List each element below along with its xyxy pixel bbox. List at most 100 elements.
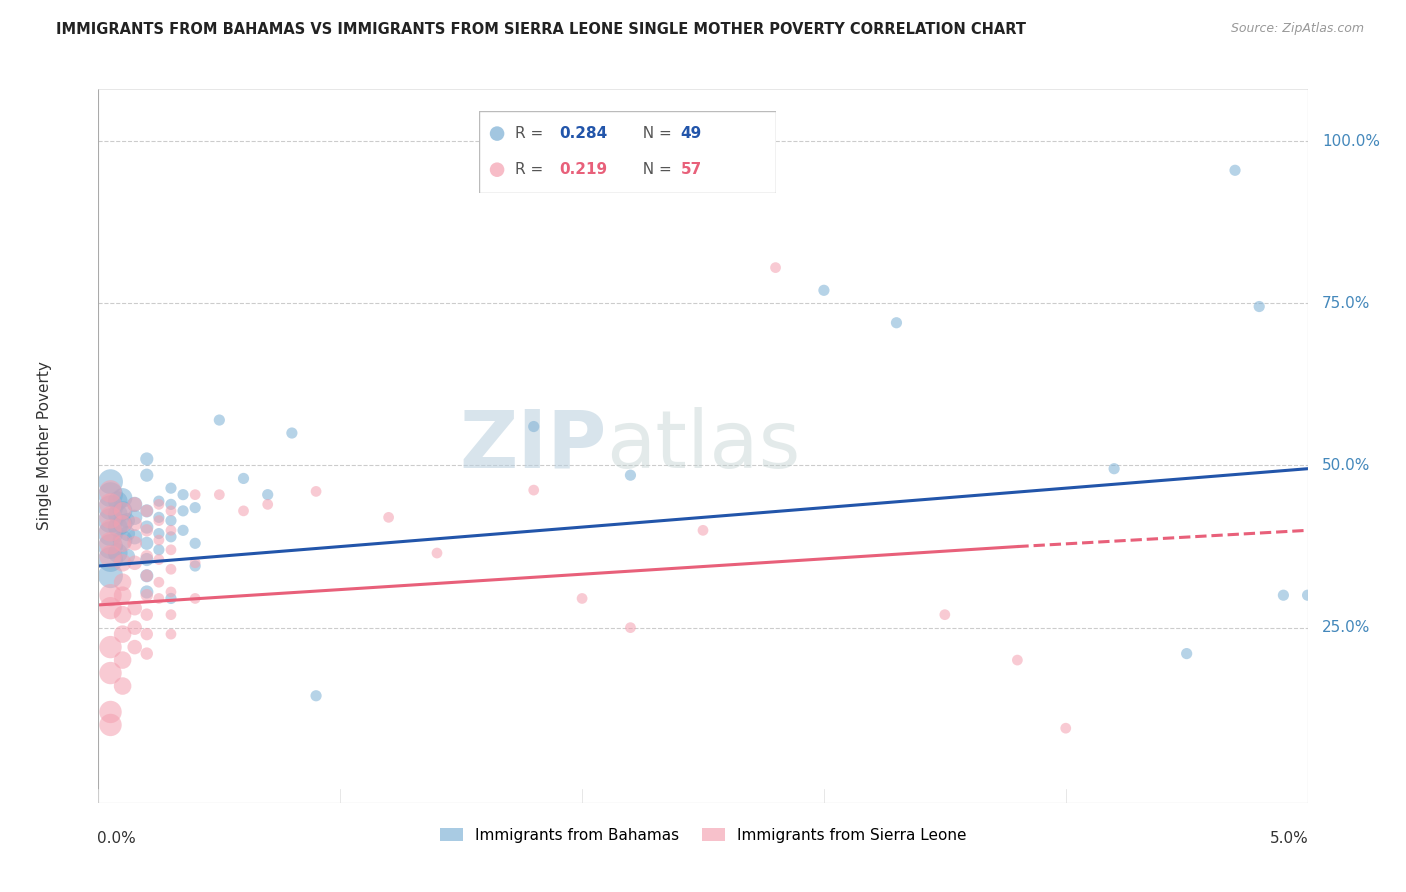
Point — [135, 536, 157, 550]
Point — [135, 468, 157, 483]
Point — [117, 526, 139, 541]
FancyBboxPatch shape — [479, 111, 776, 193]
Point — [100, 588, 122, 602]
Point — [148, 552, 170, 566]
Point — [486, 162, 509, 177]
Point — [1102, 461, 1125, 475]
Point — [100, 500, 122, 515]
Point — [111, 607, 134, 622]
Point — [100, 718, 122, 732]
Point — [148, 494, 170, 508]
Point — [135, 504, 157, 518]
Point — [135, 524, 157, 538]
Text: 0.0%: 0.0% — [97, 831, 136, 847]
Text: 0.219: 0.219 — [560, 162, 607, 178]
Point — [148, 575, 170, 590]
Point — [934, 607, 956, 622]
Point — [100, 526, 122, 541]
Point — [148, 514, 170, 528]
Point — [135, 568, 157, 582]
Point — [100, 666, 122, 681]
Point — [124, 536, 146, 550]
Point — [305, 484, 328, 499]
Point — [281, 425, 304, 440]
Point — [135, 627, 157, 641]
Point — [1054, 721, 1077, 735]
Point — [100, 705, 122, 719]
Point — [184, 591, 207, 606]
Text: 5.0%: 5.0% — [1270, 831, 1309, 847]
Point — [256, 488, 278, 502]
Text: 49: 49 — [681, 126, 702, 141]
Point — [135, 647, 157, 661]
Point — [135, 568, 157, 582]
Text: 25.0%: 25.0% — [1322, 620, 1371, 635]
Point — [148, 497, 170, 511]
Point — [571, 591, 593, 606]
Point — [100, 540, 122, 554]
Point — [160, 585, 183, 599]
Point — [135, 452, 157, 467]
Point — [100, 536, 122, 550]
Text: 57: 57 — [681, 162, 702, 178]
Point — [305, 689, 328, 703]
Point — [111, 653, 134, 667]
Point — [111, 516, 134, 531]
Point — [100, 510, 122, 524]
Point — [148, 591, 170, 606]
Point — [1296, 588, 1319, 602]
Text: R =: R = — [515, 126, 548, 141]
Point — [172, 488, 194, 502]
Point — [111, 504, 134, 518]
Point — [100, 484, 122, 499]
Point — [619, 468, 641, 483]
Point — [184, 556, 207, 570]
Point — [486, 127, 509, 141]
Point — [124, 510, 146, 524]
Point — [160, 514, 183, 528]
Point — [160, 497, 183, 511]
Point — [1249, 300, 1271, 314]
Point — [160, 530, 183, 544]
Point — [160, 504, 183, 518]
Point — [523, 419, 546, 434]
Point — [256, 497, 278, 511]
Text: N =: N = — [633, 126, 676, 141]
Point — [124, 640, 146, 654]
Text: 0.284: 0.284 — [560, 126, 607, 141]
Point — [111, 516, 134, 531]
Point — [135, 585, 157, 599]
Point — [100, 488, 122, 502]
Point — [1007, 653, 1029, 667]
Point — [148, 510, 170, 524]
Point — [172, 524, 194, 538]
Text: atlas: atlas — [606, 407, 800, 485]
Point — [765, 260, 787, 275]
Point — [135, 520, 157, 534]
Text: Single Mother Poverty: Single Mother Poverty — [37, 361, 52, 531]
Point — [111, 536, 134, 550]
Point — [160, 627, 183, 641]
Text: IMMIGRANTS FROM BAHAMAS VS IMMIGRANTS FROM SIERRA LEONE SINGLE MOTHER POVERTY CO: IMMIGRANTS FROM BAHAMAS VS IMMIGRANTS FR… — [56, 22, 1026, 37]
Text: N =: N = — [633, 162, 676, 178]
Point — [124, 601, 146, 615]
Point — [232, 504, 254, 518]
Point — [111, 588, 134, 602]
Point — [160, 562, 183, 576]
Point — [111, 575, 134, 590]
Point — [184, 536, 207, 550]
Point — [111, 556, 134, 570]
Point — [232, 471, 254, 485]
Point — [1223, 163, 1246, 178]
Point — [1175, 647, 1198, 661]
Point — [208, 488, 231, 502]
Point — [100, 640, 122, 654]
Point — [160, 481, 183, 495]
Text: 50.0%: 50.0% — [1322, 458, 1371, 473]
Point — [100, 514, 122, 528]
Point — [148, 533, 170, 547]
Point — [100, 601, 122, 615]
Text: 75.0%: 75.0% — [1322, 296, 1371, 310]
Point — [426, 546, 449, 560]
Point — [100, 549, 122, 564]
